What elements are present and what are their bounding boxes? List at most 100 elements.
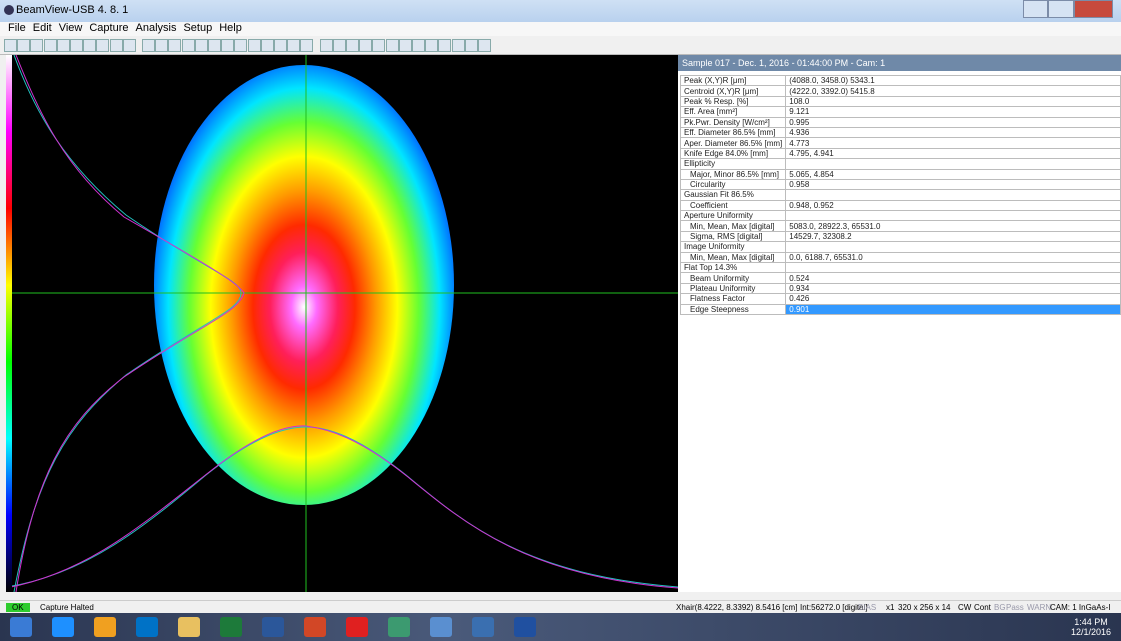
row-value	[785, 241, 1121, 253]
status-field: WARN	[1027, 603, 1052, 612]
row-label: Peak % Resp. [%]	[679, 95, 787, 108]
color-scale	[6, 55, 12, 592]
window-title: BeamView-USB 4. 8. 1	[16, 4, 129, 16]
toolbar-button[interactable]	[247, 39, 261, 52]
toolbar-button[interactable]	[332, 39, 346, 52]
toolbar-button[interactable]	[155, 39, 169, 52]
taskbar-icon[interactable]	[262, 617, 284, 637]
taskbar-icon[interactable]	[52, 617, 74, 637]
taskbar-icon[interactable]	[514, 617, 536, 637]
menu-item[interactable]: Setup	[183, 22, 213, 34]
row-value: 0.901	[785, 303, 1121, 316]
row-label: Min, Mean, Max [digital]	[679, 220, 787, 232]
toolbar-button[interactable]	[4, 39, 17, 52]
toolbar-button[interactable]	[451, 39, 465, 52]
status-bar: OK Capture Halted Xhair(8.4222, 8.3392) …	[0, 600, 1121, 614]
row-label: Sigma, RMS [digital]	[679, 230, 787, 243]
toolbar-button[interactable]	[56, 39, 70, 52]
taskbar-icon[interactable]	[220, 617, 242, 637]
toolbar-button[interactable]	[96, 39, 110, 52]
taskbar: 1:44 PM 12/1/2016	[0, 613, 1121, 641]
status-field: Xhair(8.4222, 8.3392) 8.5416 [cm]	[676, 603, 798, 612]
table-row: Knife Edge 84.0% [mm] 4.795, 4.941	[679, 147, 1121, 160]
taskbar-icon[interactable]	[472, 617, 494, 637]
toolbar-button[interactable]	[83, 39, 97, 52]
row-label: Coefficient	[679, 199, 787, 212]
table-row: Aperture Uniformity	[679, 210, 1121, 222]
taskbar-icon[interactable]	[304, 617, 326, 637]
status-message: Capture Halted	[40, 603, 94, 612]
menu-item[interactable]: Edit	[32, 22, 52, 34]
toolbar-button[interactable]	[319, 39, 333, 52]
toolbar-button[interactable]	[194, 39, 208, 52]
status-field: Cont	[974, 603, 991, 612]
toolbar-button[interactable]	[346, 39, 359, 52]
toolbar-button[interactable]	[181, 39, 195, 52]
menu-item[interactable]: View	[58, 22, 83, 34]
menu-item[interactable]: Analysis	[135, 22, 177, 34]
horizontal-profile	[6, 425, 678, 589]
clock: 1:44 PM 12/1/2016	[1071, 617, 1111, 637]
taskbar-icon[interactable]	[94, 617, 116, 637]
results-table: Peak (X,Y)R [μm] (4088.0, 3458.0) 5343.1 C…	[679, 74, 1121, 316]
toolbar-button[interactable]	[260, 39, 274, 52]
toolbar-button[interactable]	[142, 39, 155, 52]
row-label: Knife Edge 84.0% [mm]	[679, 147, 787, 160]
taskbar-icon[interactable]	[136, 617, 158, 637]
table-row: Major, Minor 86.5% [mm] 5.065, 4.854	[679, 168, 1121, 180]
table-row: Min, Mean, Max [digital] 5083.0, 28922.3,…	[679, 220, 1121, 232]
toolbar-button[interactable]	[412, 39, 425, 52]
row-value: 0.934	[785, 282, 1121, 295]
taskbar-icon[interactable]	[10, 617, 32, 637]
menu-item[interactable]: File	[8, 22, 26, 34]
toolbar-button[interactable]	[478, 39, 491, 52]
toolbar-button[interactable]	[398, 39, 412, 52]
toolbar-button[interactable]	[122, 39, 136, 52]
toolbar-button[interactable]	[70, 39, 83, 52]
toolbar-button[interactable]	[425, 39, 439, 52]
maximize-button[interactable]	[1048, 0, 1074, 18]
row-value	[785, 158, 1121, 170]
toolbar-button[interactable]	[464, 39, 478, 52]
status-field: CW	[958, 603, 972, 612]
table-row: Aper. Diameter 86.5% [mm] 4.773	[679, 137, 1121, 149]
menu-item[interactable]: Capture	[89, 22, 129, 34]
row-value: 4.773	[785, 137, 1121, 149]
table-row: Flatness Factor 0.426	[679, 293, 1121, 305]
toolbar-button[interactable]	[287, 39, 301, 52]
toolbar-button[interactable]	[372, 39, 386, 52]
app-icon	[4, 5, 14, 15]
row-label: Plateau Uniformity	[679, 282, 787, 295]
taskbar-icon[interactable]	[178, 617, 200, 637]
toolbar-button[interactable]	[234, 39, 248, 52]
toolbar-button[interactable]	[17, 39, 31, 52]
status-field: BG	[994, 603, 1006, 612]
toolbar-button[interactable]	[43, 39, 57, 52]
toolbar-button[interactable]	[208, 39, 221, 52]
toolbar-button[interactable]	[168, 39, 182, 52]
table-row: Sigma, RMS [digital] 14529.7, 32308.2	[679, 230, 1121, 243]
taskbar-icon[interactable]	[388, 617, 410, 637]
toolbar-button[interactable]	[221, 39, 235, 52]
panel-header: Sample 017 - Dec. 1, 2016 - 01:44:00 PM …	[678, 55, 1121, 71]
table-row: Plateau Uniformity 0.934	[679, 282, 1121, 295]
row-value: 14529.7, 32308.2	[785, 230, 1121, 243]
row-value: 5083.0, 28922.3, 65531.0	[785, 220, 1121, 232]
table-row: Min, Mean, Max [digital] 0.0, 6188.7, 655…	[679, 251, 1121, 264]
vertical-profile-fit	[13, 55, 242, 592]
toolbar-button[interactable]	[359, 39, 373, 52]
row-value: 0.948, 0.952	[785, 199, 1121, 212]
taskbar-icon[interactable]	[430, 617, 452, 637]
close-button[interactable]	[1073, 0, 1113, 18]
beam-spot	[154, 65, 454, 505]
toolbar-button[interactable]	[438, 39, 452, 52]
menu-bar: File Edit View Capture Analysis Setup Help	[0, 22, 1121, 36]
toolbar-button[interactable]	[274, 39, 287, 52]
toolbar-button[interactable]	[30, 39, 44, 52]
toolbar-button[interactable]	[385, 39, 399, 52]
minimize-button[interactable]	[1023, 0, 1049, 18]
toolbar-button[interactable]	[300, 39, 314, 52]
toolbar-button[interactable]	[109, 39, 123, 52]
menu-item[interactable]: Help	[219, 22, 242, 34]
taskbar-icon[interactable]	[346, 617, 368, 637]
